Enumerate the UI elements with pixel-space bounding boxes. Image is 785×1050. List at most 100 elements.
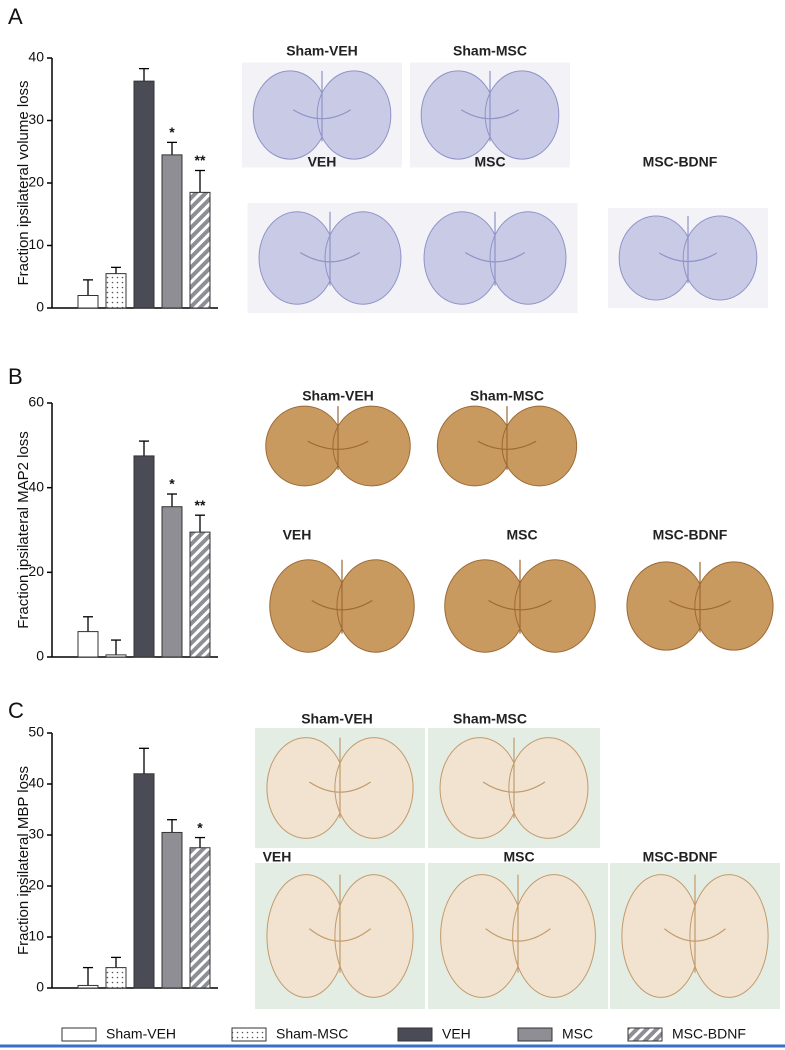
brain-hemisphere [332,405,411,487]
image-label: Sham-MSC [470,388,544,404]
legend-label: MSC-BDNF [672,1026,746,1042]
panel-label: A [8,4,23,29]
y-tick-label: 10 [28,928,44,944]
legend-swatch [231,1027,267,1042]
bar [77,295,99,309]
panel-label: C [8,698,24,723]
brain-midline [658,216,718,284]
y-tick-label: 0 [36,299,44,315]
y-tick-label: 20 [28,563,44,579]
brain-midline [485,874,551,973]
image-label: MSC-BDNF [653,527,728,543]
brain-hemisphere [265,405,344,487]
brain-hemisphere [484,70,560,160]
legend-swatch [627,1027,663,1042]
legend-label: VEH [442,1026,471,1042]
bar [161,831,183,989]
brain-midline [482,737,546,819]
brain-midline [299,211,361,286]
legend-swatch [517,1027,553,1042]
bar [189,531,211,658]
legend-label: Sham-VEH [106,1026,176,1042]
brain-midline [311,559,373,634]
brain-hemisphere [501,405,578,487]
brain-hemisphere [334,737,414,839]
image-label: MSC-BDNF [643,154,718,170]
brain-hemisphere [626,561,706,651]
brain-midline [307,406,369,470]
brain-hemisphere [621,874,701,998]
image-label: VEH [308,154,337,170]
y-axis-label: Fraction ipsilateral volume loss [15,80,32,285]
bar [189,847,211,989]
bar [77,631,99,658]
brain-hemisphere [682,215,758,301]
image-label: VEH [263,849,292,865]
brain-hemisphere [618,215,694,301]
brain-hemisphere [439,737,520,839]
bar [77,984,99,989]
bar [133,455,155,658]
y-tick-label: 0 [36,979,44,995]
bar [161,506,183,658]
legend-swatch [397,1027,433,1042]
significance-label: ** [195,497,206,513]
brain-hemisphere [514,559,596,653]
brain-hemisphere [252,70,328,160]
brain-hemisphere [334,874,414,998]
brain-hemisphere [258,211,336,305]
bar [105,967,127,989]
brain-hemisphere [316,70,392,160]
bar [105,654,127,658]
brain-hemisphere [336,559,415,653]
brain-hemisphere [489,211,567,305]
brain-midline [664,874,726,973]
significance-label: * [197,819,203,835]
y-axis-label: Fraction ipsilateral MAP2 loss [15,431,32,629]
image-label: Sham-VEH [286,43,358,59]
y-tick-label: 30 [28,826,44,842]
image-label: Sham-MSC [453,711,527,727]
y-tick-label: 40 [28,478,44,494]
legend-label: MSC [562,1026,593,1042]
legend-label: Sham-MSC [276,1026,348,1042]
y-tick-label: 10 [28,236,44,252]
y-tick-label: 60 [28,394,44,410]
panel-label: B [8,364,23,389]
brain-hemisphere [420,70,496,160]
significance-label: ** [195,152,206,168]
bar [105,273,127,309]
image-label: MSC [503,849,534,865]
brain-hemisphere [266,874,346,998]
bar [161,154,183,309]
significance-label: * [169,124,175,140]
brain-midline [292,70,352,142]
brain-midline [488,559,552,634]
bar [133,80,155,309]
image-label: MSC [506,527,537,543]
y-tick-label: 20 [28,174,44,190]
brain-midline [309,874,371,973]
image-label: Sham-VEH [302,388,374,404]
brain-midline [309,737,371,819]
y-tick-label: 0 [36,648,44,664]
image-label: VEH [283,527,312,543]
brain-midline [464,211,526,286]
image-label: Sham-VEH [301,711,373,727]
brain-hemisphere [324,211,402,305]
significance-label: * [169,476,175,492]
brain-midline [669,561,731,633]
brain-hemisphere [694,561,774,651]
image-label: Sham-MSC [453,43,527,59]
y-tick-label: 30 [28,111,44,127]
brain-hemisphere [266,737,346,839]
y-tick-label: 40 [28,775,44,791]
y-tick-label: 50 [28,724,44,740]
image-label: MSC-BDNF [643,849,718,865]
y-tick-label: 40 [28,49,44,65]
brain-midline [460,70,520,142]
image-label: MSC [474,154,505,170]
brain-hemisphere [423,211,501,305]
brain-hemisphere [444,559,526,653]
